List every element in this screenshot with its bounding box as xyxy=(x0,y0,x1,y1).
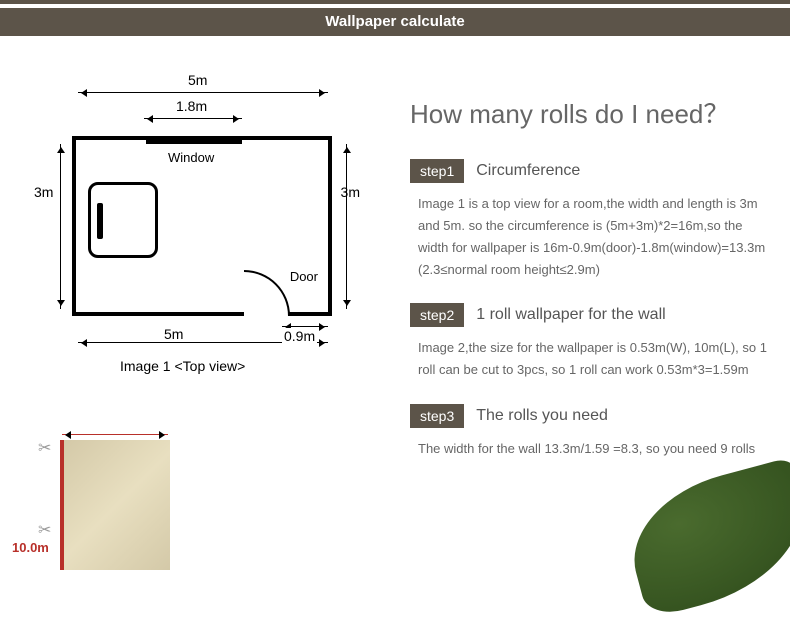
page-title: Wallpaper calculate xyxy=(325,8,465,36)
step-2: step2 1 roll wallpaper for the wall Imag… xyxy=(410,303,770,381)
wallpaper-sample xyxy=(60,440,170,570)
right-column: How many rolls do I need？ step1 Circumfe… xyxy=(410,74,770,482)
room-outline: Window Door xyxy=(72,136,332,316)
step-2-header: step2 1 roll wallpaper for the wall xyxy=(410,303,770,327)
step-1: step1 Circumference Image 1 is a top vie… xyxy=(410,159,770,281)
dim-bottom-5m: 5m xyxy=(160,326,187,342)
dim-left-3m: 3m xyxy=(34,184,53,200)
content: 5m 1.8m Window Door 3m 3m 5m 0.9m Image … xyxy=(0,36,790,482)
dim-top-5m: 5m xyxy=(184,72,211,88)
scissors-icon: ✂ xyxy=(38,438,51,458)
dim-arrow-top-5m xyxy=(78,92,328,93)
dim-arrow-left xyxy=(60,144,61,309)
step-3-title: The rolls you need xyxy=(476,407,608,425)
step-2-title: 1 roll wallpaper for the wall xyxy=(476,306,665,324)
dim-window-width: 1.8m xyxy=(172,98,211,114)
dim-arrow-window xyxy=(144,118,242,119)
cabinet xyxy=(88,182,158,258)
door-label: Door xyxy=(290,269,318,284)
step-1-title: Circumference xyxy=(476,162,580,180)
step-2-tag: step2 xyxy=(410,303,464,327)
wallpaper-width-arrow xyxy=(62,434,168,435)
step-1-header: step1 Circumference xyxy=(410,159,770,183)
left-column: 5m 1.8m Window Door 3m 3m 5m 0.9m Image … xyxy=(20,74,380,482)
window-label: Window xyxy=(168,150,214,165)
step-3-body: The width for the wall 13.3m/1.59 =8.3, … xyxy=(410,438,770,460)
door-arc xyxy=(244,270,290,316)
diagram-caption: Image 1 <Top view> xyxy=(120,358,245,374)
step-2-body: Image 2,the size for the wallpaper is 0.… xyxy=(410,337,770,381)
title-band: Wallpaper calculate xyxy=(0,8,790,36)
step-3: step3 The rolls you need The width for t… xyxy=(410,404,770,460)
dim-arrow-door xyxy=(282,326,328,327)
window-bar xyxy=(146,136,242,144)
step-3-header: step3 The rolls you need xyxy=(410,404,770,428)
header-rule xyxy=(0,0,790,4)
cabinet-handle xyxy=(97,203,103,239)
wallpaper-height-label: 10.0m xyxy=(12,540,49,555)
scissors-icon: ✂ xyxy=(38,520,51,540)
room-diagram: 5m 1.8m Window Door 3m 3m 5m 0.9m Image … xyxy=(20,74,360,354)
question-heading: How many rolls do I need？ xyxy=(410,94,770,131)
step-1-tag: step1 xyxy=(410,159,464,183)
dim-arrow-right xyxy=(346,144,347,309)
step-1-body: Image 1 is a top view for a room,the wid… xyxy=(410,193,770,281)
step-3-tag: step3 xyxy=(410,404,464,428)
dim-right-3m: 3m xyxy=(341,184,360,200)
dim-door-width: 0.9m xyxy=(282,328,317,344)
